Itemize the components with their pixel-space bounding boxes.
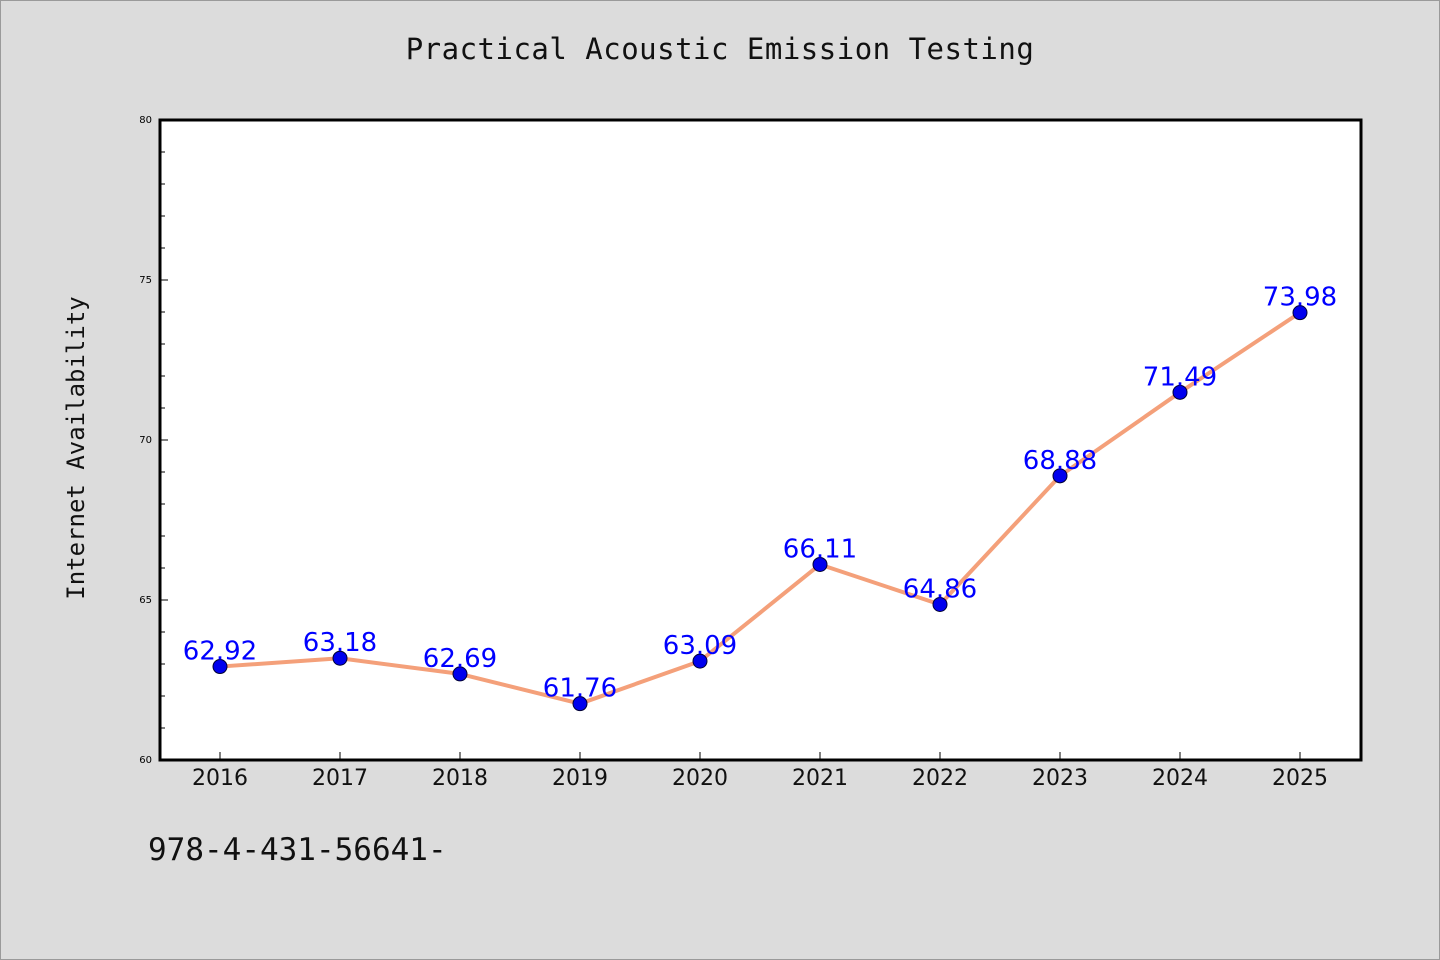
y-axis-label: Internet Availability [62,296,90,599]
data-point [1052,468,1068,484]
chart-title: Practical Acoustic Emission Testing [405,32,1035,66]
data-point [452,666,468,682]
data-point [1172,384,1188,400]
y-tick-label: 80 [139,115,152,126]
plot-area [158,118,1363,762]
data-label: 68.88 [1023,446,1097,476]
data-label: 64.86 [903,574,977,604]
x-tick-label: 2017 [312,766,368,791]
x-tick-label: 2023 [1032,766,1088,791]
data-label: 61.76 [543,674,617,704]
y-tick-label: 70 [139,435,152,446]
data-point [1292,305,1308,321]
x-tick-label: 2020 [672,766,728,791]
isbn-text: 978-4-431-56641- [148,832,447,868]
y-tick-label: 75 [139,275,152,286]
x-axis: 2016 2017 2018 2019 2020 2021 2022 2023 2024 2025 [192,752,1328,791]
data-point [212,659,228,675]
data-point [812,556,828,572]
x-tick-label: 2025 [1272,766,1328,791]
data-point [332,650,348,666]
x-tick-label: 2019 [552,766,608,791]
data-label: 66.11 [783,534,857,564]
data-point [692,653,708,669]
data-label: 63.09 [663,631,737,661]
x-tick-label: 2022 [912,766,968,791]
x-tick-label: 2018 [432,766,488,791]
series-line [218,310,1302,706]
y-tick-label: 60 [139,755,152,766]
y-tick-label: 65 [139,595,152,606]
data-label: 71.49 [1143,362,1217,392]
x-tick-label: 2016 [192,766,248,791]
y-axis: 60 65 70 75 80 [139,115,168,766]
data-point [572,696,588,712]
x-tick-label: 2021 [792,766,848,791]
data-label: 62.92 [183,637,257,667]
data-label: 73.98 [1263,283,1337,313]
data-label: 62.69 [423,644,497,674]
data-label: 63.18 [303,628,377,658]
series-layer: 62.92 63.18 62.69 61.76 63.09 66.11 64.86 68.88… [183,283,1337,712]
data-point [932,596,948,612]
x-tick-label: 2024 [1152,766,1208,791]
